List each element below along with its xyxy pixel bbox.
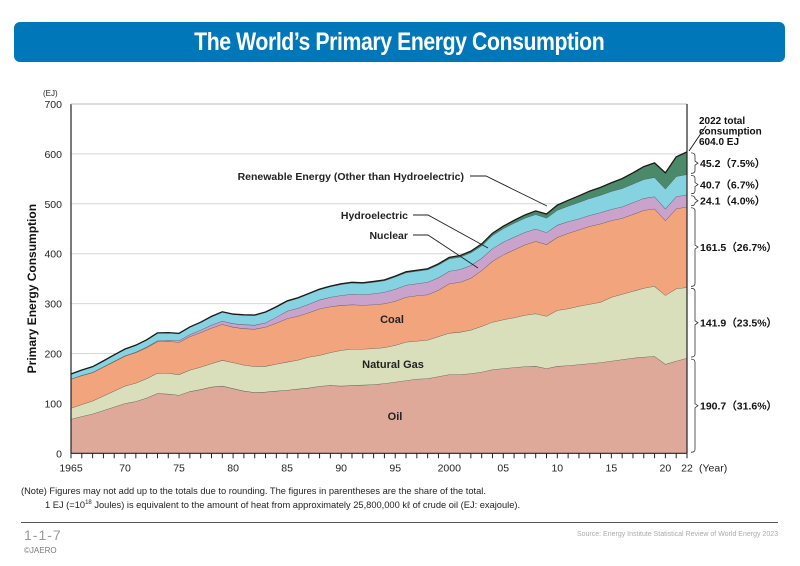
label-oil: Oil <box>388 411 403 423</box>
x-axis-unit: (Year) <box>699 462 727 474</box>
y-axis-title: Primary Energy Consumption <box>25 204 39 373</box>
note-line-2-b: Joules) is equivalent to the amount of h… <box>91 500 521 511</box>
x-tick-label-1975: 75 <box>173 462 185 474</box>
area-hydroelectric <box>71 174 687 380</box>
y-axis-unit: (EJ) <box>43 89 58 98</box>
note-line-2: 1 EJ (=1018 Joules) is equivalent to the… <box>45 500 520 510</box>
brace-0 <box>690 358 699 453</box>
x-tick-label-1995: 95 <box>389 462 401 474</box>
brace-1 <box>690 287 699 358</box>
area-oil <box>71 356 687 454</box>
total-annotation-line-1: 2022 total <box>699 116 745 127</box>
note-line-2-a: 1 EJ (=10 <box>45 500 86 511</box>
footer-divider <box>21 522 778 523</box>
page-number: 1-1-7 <box>24 527 62 543</box>
energy-consumption-chart: 0 100 200 300 400 500 600 700 1965 70 75 80 85 90 95 20… <box>25 89 777 474</box>
x-tick-label-1970: 70 <box>119 462 131 474</box>
y-tick-label-300: 300 <box>44 299 62 311</box>
leader-renewable <box>470 175 548 207</box>
total-annotation-line-2: consumption <box>699 127 762 138</box>
x-tick-label-1985: 85 <box>281 462 293 474</box>
label-hydroelectric: Hydroelectric <box>341 210 408 222</box>
area-natural-gas <box>71 286 687 420</box>
note-exponent: 18 <box>85 500 92 506</box>
leader-nuclear <box>413 234 479 269</box>
source-credit: Source: Energy Institute Statistical Rev… <box>576 531 778 538</box>
area-nuclear <box>71 194 687 380</box>
value-label-2022-5: 45.2（7.5%） <box>700 157 765 170</box>
leader-hydroelectric <box>413 214 489 249</box>
y-tick-label-100: 100 <box>44 398 62 410</box>
label-natural-gas: Natural Gas <box>362 359 424 371</box>
x-tick-label-2015: 15 <box>606 462 618 474</box>
copyright: ©JAERO <box>24 546 57 555</box>
value-label-2022-0: 190.7（31.6%） <box>700 400 777 413</box>
x-tick-label-1965: 1965 <box>59 462 83 474</box>
value-label-2022-2: 161.5（26.7%） <box>700 241 777 254</box>
x-tick-label-2020: 20 <box>660 462 672 474</box>
total-leader <box>688 125 707 152</box>
label-nuclear: Nuclear <box>369 230 408 242</box>
y-tick-label-0: 0 <box>56 448 62 460</box>
brace-4 <box>690 175 699 195</box>
y-tick-label-200: 200 <box>44 349 62 361</box>
title-banner: The World’s Primary Energy Consumption <box>14 22 785 62</box>
y-tick-label-700: 700 <box>44 99 62 111</box>
note-line-1: (Note) Figures may not add up to the tot… <box>21 486 486 496</box>
x-tick-label-2005: 05 <box>497 462 509 474</box>
brace-3 <box>690 195 699 207</box>
x-tick-label-2000: 2000 <box>438 462 462 474</box>
total-annotation-line-3: 604.0 EJ <box>699 137 739 148</box>
y-tick-label-500: 500 <box>44 199 62 211</box>
y-tick-label-400: 400 <box>44 249 62 261</box>
y-tick-label-600: 600 <box>44 149 62 161</box>
x-tick-label-1990: 90 <box>335 462 347 474</box>
value-label-2022-1: 141.9（23.5%） <box>700 317 777 330</box>
area-coal <box>71 206 687 409</box>
page-title: The World’s Primary Energy Consumption <box>194 27 605 56</box>
value-label-2022-4: 40.7（6.7%） <box>700 179 765 192</box>
brace-5 <box>690 152 699 174</box>
value-label-2022-3: 24.1（4.0%） <box>700 195 765 208</box>
x-tick-label-1980: 80 <box>227 462 239 474</box>
label-coal: Coal <box>380 314 404 326</box>
x-tick-label-2010: 10 <box>551 462 563 474</box>
boundary-renewable-energy-other-than-hydroelectric <box>70 151 688 375</box>
brace-2 <box>690 207 699 287</box>
x-tick-label-2022: 22 <box>681 462 693 474</box>
label-renewable: Renewable Energy (Other than Hydroelectr… <box>238 171 464 183</box>
